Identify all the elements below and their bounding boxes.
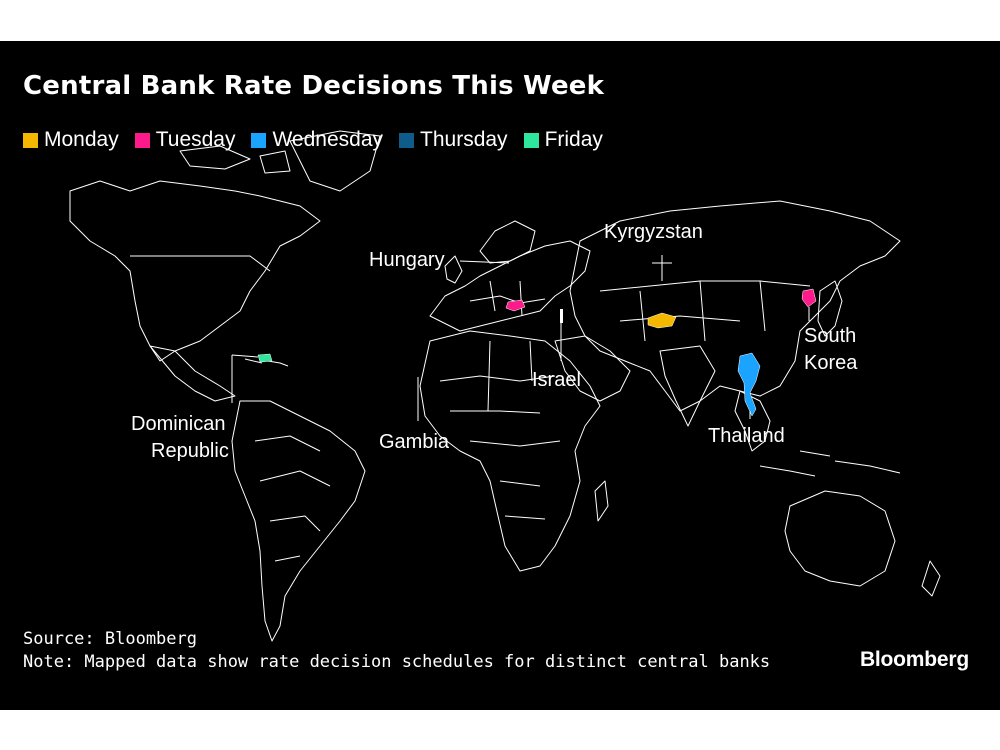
india-outline	[659, 345, 716, 427]
world-map	[69, 130, 941, 642]
greenland-outline	[289, 130, 381, 192]
legend-swatch-thursday	[399, 132, 415, 148]
legend-label-wednesday: Wednesday	[272, 128, 384, 151]
mexico-outline	[149, 345, 236, 402]
legend-label-friday: Friday	[544, 128, 603, 151]
label-hungary: Hungary	[369, 249, 445, 271]
legend-item-monday: Monday	[23, 128, 119, 152]
hungary-leader	[459, 260, 510, 264]
south-america-outline	[231, 400, 366, 642]
map-panel: Central Bank Rate Decisions This Week Mo…	[0, 41, 1000, 710]
bloomberg-logo: Bloomberg	[859, 648, 969, 671]
southeast-asia-outline	[734, 390, 771, 452]
country-borders	[69, 130, 941, 642]
label-israel: Israel	[532, 369, 581, 391]
legend-label-thursday: Thursday	[420, 128, 508, 151]
thailand-shape	[737, 352, 761, 417]
legend-item-tuesday: Tuesday	[134, 128, 236, 152]
label-south-korea-line1: South	[804, 325, 857, 347]
south-korea-shape	[801, 288, 817, 308]
asia-borders	[599, 280, 811, 342]
uk-outline	[444, 255, 463, 284]
label-dominican-republic-line1: Dominican	[131, 413, 226, 435]
legend-item-friday: Friday	[523, 128, 603, 152]
hungary-shape	[505, 299, 526, 312]
legend-label-monday: Monday	[44, 128, 119, 151]
europe-borders	[469, 280, 546, 317]
legend-label-tuesday: Tuesday	[155, 128, 236, 151]
dominican-leader-h	[231, 354, 259, 358]
new-zealand-outline	[921, 560, 941, 597]
japan-outline	[817, 280, 843, 337]
leader-lines	[231, 255, 810, 421]
europe-outline	[429, 240, 591, 332]
legend-item-wednesday: Wednesday	[251, 128, 383, 152]
caribbean-islands	[244, 358, 289, 367]
source-note: Source: Bloomberg	[23, 629, 197, 649]
legend: Monday Tuesday Wednesday Thursday Friday	[23, 128, 603, 152]
south-america-borders	[254, 435, 331, 562]
label-dominican-republic-line2: Republic	[151, 440, 229, 462]
scandinavia-outline	[479, 220, 536, 264]
kyrgyzstan-shape	[647, 312, 677, 329]
indonesia-islands	[759, 450, 901, 477]
africa-outline	[419, 330, 601, 572]
label-thailand: Thailand	[708, 425, 785, 447]
label-south-korea-line2: Korea	[804, 352, 858, 374]
footnote: Note: Mapped data show rate decision sch…	[23, 652, 771, 672]
legend-swatch-friday	[523, 132, 539, 148]
dominican-republic-shape	[257, 353, 273, 363]
legend-swatch-monday	[23, 132, 38, 148]
legend-item-thursday: Thursday	[399, 128, 508, 152]
madagascar-outline	[594, 480, 609, 522]
chart-title: Central Bank Rate Decisions This Week	[23, 71, 605, 101]
africa-borders	[439, 340, 561, 520]
canada-border	[130, 255, 271, 272]
label-kyrgyzstan: Kyrgyzstan	[604, 221, 703, 243]
australia-outline	[784, 490, 896, 587]
north-america-outline	[69, 180, 321, 362]
legend-swatch-tuesday	[134, 132, 150, 148]
legend-swatch-wednesday	[251, 132, 267, 148]
arctic-islands	[179, 145, 291, 174]
label-gambia: Gambia	[379, 431, 450, 453]
middle-east-outline	[554, 335, 631, 402]
